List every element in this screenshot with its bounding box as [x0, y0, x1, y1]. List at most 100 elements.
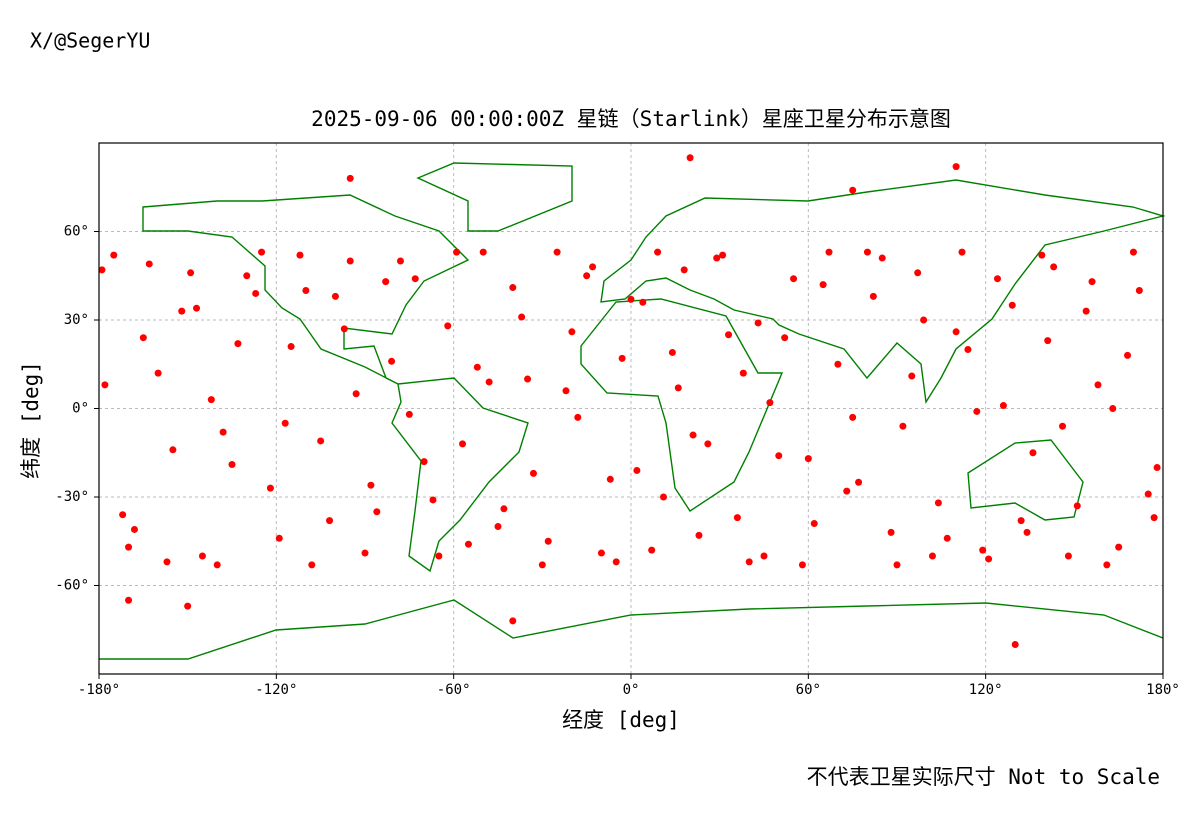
- satellite-point: [952, 163, 960, 171]
- satellite-point: [1088, 278, 1096, 286]
- satellite-point: [1150, 514, 1158, 522]
- coastline: [416, 162, 573, 232]
- satellite-point: [287, 343, 295, 351]
- satellite-point: [308, 561, 316, 569]
- satellite-point: [213, 561, 221, 569]
- satellite-point: [781, 334, 789, 342]
- satellite-point: [1135, 287, 1143, 294]
- satellite-point: [553, 248, 561, 256]
- satellite-point: [130, 525, 138, 533]
- satellite-point: [754, 319, 762, 327]
- satellite-point: [258, 248, 266, 256]
- y-axis-label: 纬度 [deg]: [19, 361, 43, 479]
- satellite-point: [849, 186, 857, 194]
- satellite-point: [266, 484, 274, 492]
- satellite-point: [331, 292, 339, 300]
- y-tick-label: 60°: [64, 224, 89, 240]
- satellite-point: [453, 248, 461, 256]
- satellite-point: [958, 248, 966, 256]
- satellite-point: [668, 348, 676, 356]
- satellite-point: [695, 531, 703, 539]
- satellite-point: [459, 440, 467, 448]
- satellite-point: [979, 546, 987, 554]
- satellite-point: [184, 602, 192, 610]
- satellite-point: [973, 407, 981, 415]
- satellite-point: [849, 413, 857, 421]
- satellite-point: [275, 534, 283, 542]
- satellite-point: [1008, 301, 1016, 309]
- satellite-point: [154, 369, 162, 377]
- coastline: [391, 377, 529, 573]
- y-tick-label: -60°: [55, 578, 89, 594]
- x-tick-label: -120°: [255, 682, 297, 698]
- satellite-point: [689, 431, 697, 439]
- satellite-point: [863, 248, 871, 256]
- satellite-point: [713, 254, 721, 262]
- satellite-point: [1023, 528, 1031, 536]
- satellite-point: [810, 520, 818, 528]
- satellite-point: [719, 251, 727, 259]
- satellite-point: [583, 272, 591, 280]
- satellite-point: [606, 475, 614, 483]
- satellite-point: [920, 316, 928, 324]
- satellite-point: [361, 549, 369, 557]
- satellite-point: [494, 523, 502, 530]
- satellite-point: [411, 275, 419, 283]
- satellite-point: [373, 508, 381, 516]
- satellite-point: [597, 549, 605, 557]
- satellite-point: [654, 248, 662, 256]
- satellite-point: [760, 552, 768, 560]
- satellite-point: [346, 174, 354, 182]
- satellite-point: [1094, 381, 1102, 389]
- satellite-point: [187, 269, 195, 277]
- satellite-point: [178, 307, 186, 315]
- satellite-point: [382, 278, 390, 286]
- satellite-point: [464, 540, 472, 548]
- satellite-point: [529, 469, 537, 477]
- satellite-point: [914, 269, 922, 277]
- x-tick-label: 0°: [623, 682, 640, 698]
- satellite-point: [296, 251, 304, 259]
- satellite-point: [804, 455, 812, 463]
- satellite-point: [388, 357, 396, 365]
- satellite-point: [825, 248, 833, 256]
- x-tick-label: -60°: [437, 682, 471, 698]
- satellite-point: [562, 387, 570, 395]
- satellite-point: [739, 369, 747, 377]
- satellite-point: [843, 487, 851, 495]
- satellite-point: [1103, 561, 1111, 569]
- satellite-point: [1038, 251, 1046, 259]
- satellite-point: [98, 266, 106, 274]
- satellite-point: [680, 266, 688, 274]
- coastline: [600, 179, 1166, 405]
- y-tick-label: 30°: [64, 312, 89, 328]
- satellite-point: [1029, 449, 1037, 457]
- satellite-point: [745, 558, 753, 566]
- satellite-point: [766, 399, 774, 407]
- x-tick-label: 180°: [1146, 682, 1180, 698]
- satellite-point: [1115, 543, 1123, 551]
- satellite-point: [855, 478, 863, 486]
- y-tick-label: -30°: [55, 489, 89, 505]
- satellite-point: [518, 313, 526, 321]
- satellite-point: [999, 402, 1007, 410]
- satellite-point: [908, 372, 916, 380]
- x-axis-label: 经度 [deg]: [562, 708, 680, 732]
- satellite-point: [302, 287, 310, 294]
- satellite-point: [340, 325, 348, 333]
- satellite-point: [1011, 641, 1019, 648]
- satellite-point: [1129, 248, 1137, 256]
- satellite-point: [1064, 552, 1072, 560]
- satellite-point: [193, 304, 201, 312]
- satellite-point: [985, 555, 993, 563]
- satellite-point: [639, 298, 647, 306]
- satellite-point: [627, 295, 635, 303]
- coastline: [967, 439, 1084, 521]
- satellite-point: [509, 284, 517, 292]
- satellite-point: [429, 496, 437, 504]
- y-tick-label: 0°: [72, 401, 89, 417]
- x-tick-label: -180°: [78, 682, 120, 698]
- satellite-point: [110, 251, 118, 259]
- satellite-point: [648, 546, 656, 554]
- satellite-point: [899, 422, 907, 430]
